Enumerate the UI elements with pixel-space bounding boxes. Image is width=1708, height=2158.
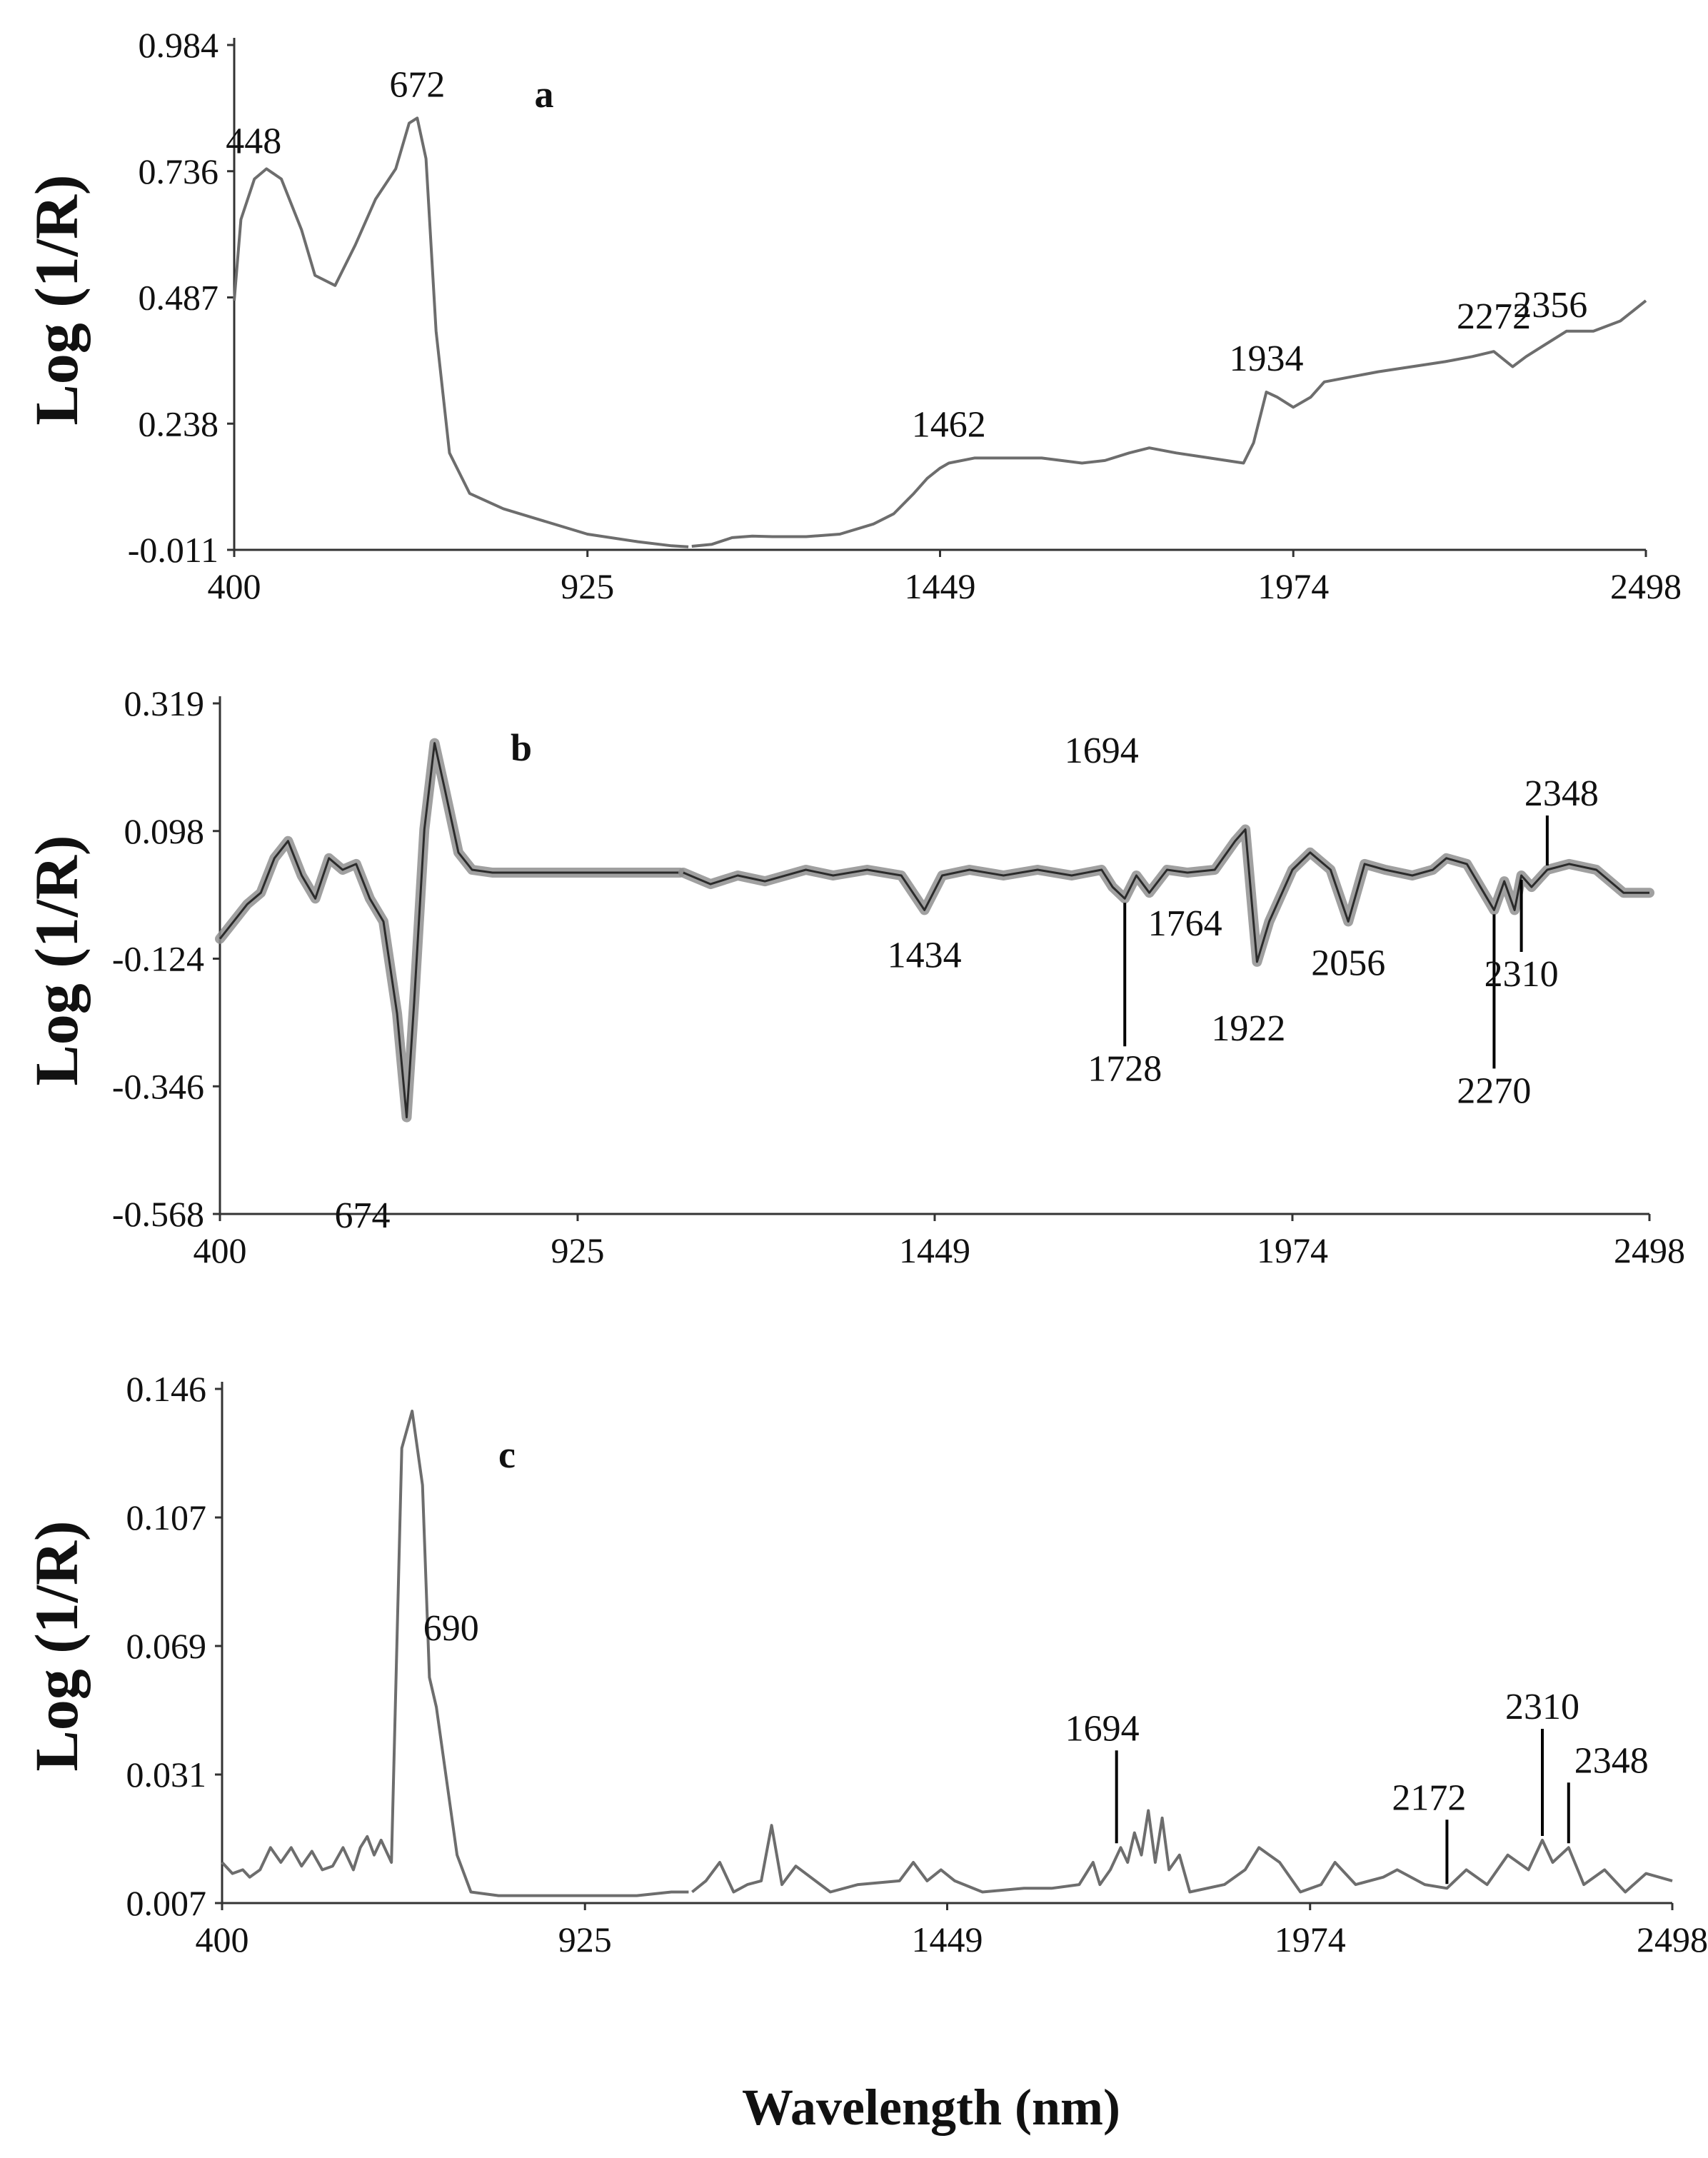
x-tick-label: 925 [561,566,614,606]
x-tick-label: 1449 [912,1919,983,1959]
x-axis-title: Wavelength (nm) [742,2079,1120,2136]
peak-label: 2356 [1513,285,1587,326]
y-tick-label: 0.069 [126,1626,207,1666]
peak-label: 1694 [1065,1708,1140,1749]
y-axis-title: Log (1/R) [22,174,91,425]
peak-label: 2310 [1505,1687,1579,1727]
peak-label: 1728 [1087,1048,1162,1089]
y-tick-label: 0.107 [126,1497,207,1537]
y-tick-label: 0.319 [124,683,205,723]
peak-label: 1434 [888,935,962,975]
x-tick-label: 925 [551,1230,604,1270]
peak-label: 2272 [1457,296,1531,337]
y-axis-title: Log (1/R) [22,835,91,1085]
peak-label: 674 [334,1195,390,1236]
peak-label: 2348 [1524,773,1599,814]
peak-label: 448 [226,121,281,161]
spectrum-line-segment-2 [683,828,1649,963]
y-tick-label: 0.031 [126,1755,207,1795]
spectra-envelope-band [215,738,685,1123]
peak-label: 672 [389,64,445,105]
y-tick-label: -0.011 [128,530,218,570]
x-tick-label: 1974 [1257,566,1329,606]
x-tick-label: 2498 [1610,566,1682,606]
x-tick-label: 1449 [905,566,976,606]
spectrum-line-segment-2 [691,299,1647,548]
y-tick-label: -0.568 [112,1194,204,1234]
peak-label: 2172 [1392,1777,1466,1818]
x-tick-label: 400 [194,1230,247,1270]
x-tick-label: 400 [208,566,261,606]
peak-label: 1922 [1211,1008,1285,1049]
peak-label: 1934 [1230,338,1304,379]
y-tick-label: -0.124 [112,939,204,979]
x-tick-label: 925 [558,1919,612,1959]
y-tick-label: 0.984 [139,25,219,65]
x-tick-label: 2498 [1637,1919,1708,1959]
y-tick-label: 0.736 [139,151,219,191]
x-tick-label: 400 [196,1919,249,1959]
y-tick-label: 0.146 [126,1369,207,1409]
peak-label: 1462 [912,404,986,445]
spectrum-line-segment-1 [233,116,689,548]
y-tick-label: -0.346 [112,1066,204,1106]
x-tick-label: 1974 [1275,1919,1346,1959]
x-tick-label: 1974 [1257,1230,1328,1270]
peak-label: 1694 [1065,731,1139,771]
y-axis-title: Log (1/R) [22,1520,91,1771]
x-tick-label: 2498 [1614,1230,1685,1270]
panel-letter: c [498,1433,516,1476]
peak-label: 1764 [1148,903,1222,944]
spectrum-line-segment-2 [691,1809,1673,1894]
spectrum-line-segment-1 [221,1410,689,1897]
peak-label: 690 [423,1608,479,1649]
panel-letter: b [511,726,532,769]
y-tick-label: 0.098 [124,811,205,851]
peak-label: 2310 [1485,954,1559,995]
peak-label: 2270 [1457,1070,1531,1111]
peak-label: 2348 [1574,1740,1649,1781]
y-tick-label: 0.007 [126,1883,207,1923]
spectrum-line-segment-1 [218,742,680,1119]
y-tick-label: 0.238 [139,403,219,443]
panel-letter: a [535,73,554,116]
peak-label: 2056 [1311,943,1385,984]
y-tick-label: 0.487 [139,278,219,318]
x-tick-label: 1449 [899,1230,970,1270]
